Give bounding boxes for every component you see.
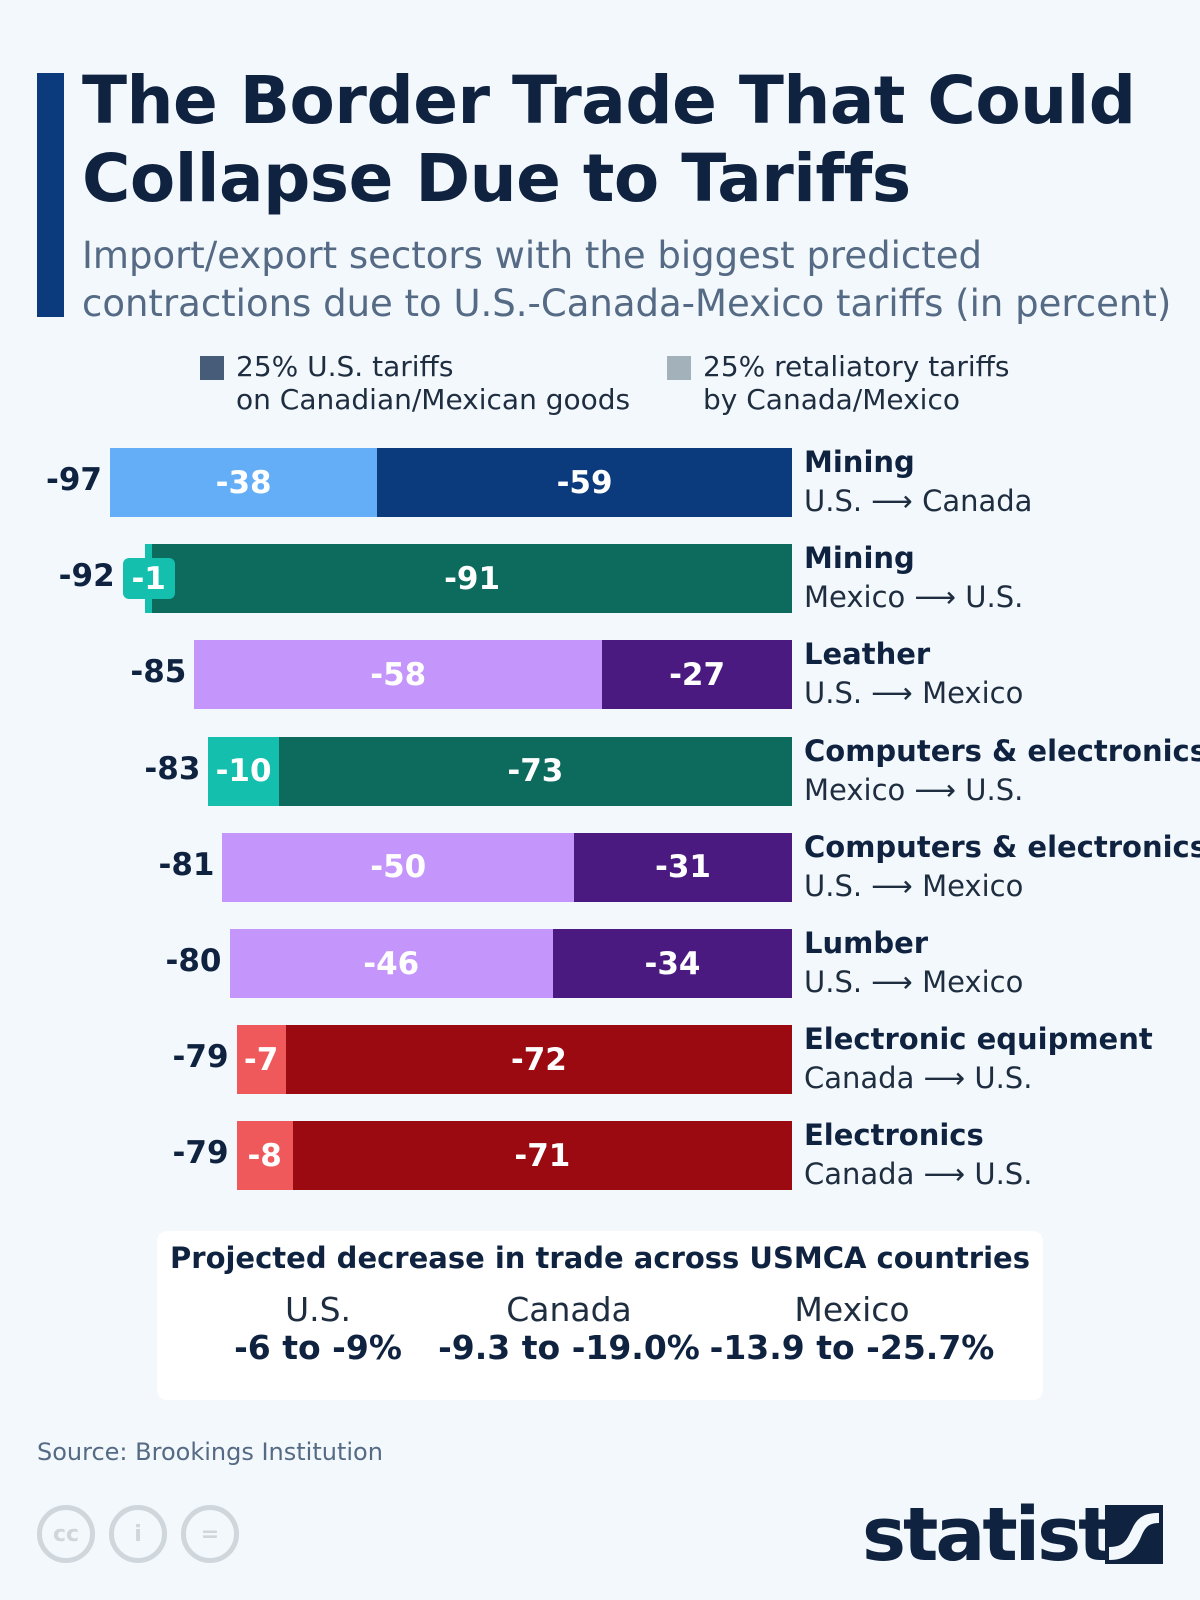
row-label: Lumber U.S. ⟶ Mexico (804, 924, 1023, 1002)
attribution-icon[interactable]: i (109, 1505, 167, 1563)
row-label: Electronic equipment Canada ⟶ U.S. (804, 1020, 1153, 1098)
summary-country: Canada (506, 1290, 632, 1329)
bar-segment-us-tariffs: -91 (152, 544, 792, 614)
trade-flow: Mexico ⟶ U.S. (804, 772, 1024, 807)
summary-canada: Canada -9.3 to -19.0% (419, 1291, 719, 1367)
bar-segment-retaliatory: -58 (194, 640, 603, 710)
title-accent-bar (37, 73, 64, 317)
row-label: Mining Mexico ⟶ U.S. (804, 539, 1023, 617)
cc-icon[interactable]: cc (37, 1505, 95, 1563)
bar-segment-retaliatory: -8 (236, 1121, 293, 1191)
trade-flow: U.S. ⟶ Canada (804, 484, 1033, 518)
bar-segment-retaliatory: -38 (110, 448, 378, 517)
sector-name: Computers & electronics (804, 829, 1200, 864)
summary-range: -6 to -9% (234, 1328, 402, 1367)
bar-segment-us-tariffs: -72 (285, 1025, 792, 1095)
trade-flow: Canada ⟶ U.S. (804, 1061, 1033, 1096)
chart-subtitle: Import/export sectors with the biggest p… (82, 234, 1172, 325)
summary-country: U.S. (284, 1290, 352, 1329)
source-note: Source: Brookings Institution (37, 1438, 383, 1466)
bar-segment-us-tariffs: -59 (377, 448, 792, 517)
chart-title: The Border Trade That Could Collapse Due… (82, 62, 1136, 217)
row-label: Computers & electronics U.S. ⟶ Mexico (804, 828, 1200, 906)
sector-name: Computers & electronics (804, 733, 1200, 768)
bar-total-label: -83 (144, 750, 201, 787)
bar-total-label: -97 (45, 462, 102, 498)
bar-segment-retaliatory: -50 (222, 832, 575, 902)
row-label: Leather U.S. ⟶ Mexico (804, 635, 1023, 713)
bar-segment-us-tariffs: -31 (574, 832, 792, 902)
statista-logo-mark (1105, 1505, 1163, 1564)
trade-flow: U.S. ⟶ Mexico (804, 676, 1024, 711)
bar-segment-retaliatory: -10 (208, 736, 279, 806)
summary-box: Projected decrease in trade across USMCA… (157, 1231, 1043, 1400)
summary-mexico: Mexico -13.9 to -25.7% (687, 1291, 1017, 1367)
trade-flow: U.S. ⟶ Mexico (804, 868, 1024, 903)
trade-flow: Mexico ⟶ U.S. (804, 580, 1024, 615)
row-label: Electronics Canada ⟶ U.S. (804, 1116, 1032, 1194)
bar-segment-us-tariffs: -73 (278, 736, 792, 806)
summary-range: -13.9 to -25.7% (709, 1328, 995, 1367)
legend-item-retaliatory-tariffs: 25% retaliatory tariffs by Canada/Mexico (667, 350, 1010, 416)
summary-range: -9.3 to -19.0% (438, 1328, 700, 1367)
stacked-bar-chart: -97 -59 -38 Mining U.S. ⟶ Canada -92 -91 -1 Mini… (0, 440, 1200, 1200)
bar-total-label: -85 (130, 654, 187, 691)
trade-flow: U.S. ⟶ Mexico (804, 965, 1024, 999)
row-label: Computers & electronics Mexico ⟶ U.S. (804, 732, 1200, 810)
legend-label: on Canadian/Mexican goods (236, 383, 631, 416)
legend-label: by Canada/Mexico (703, 383, 960, 416)
bar-total-label: -79 (172, 1135, 229, 1172)
bar-segment-retaliatory-label: -1 (122, 558, 175, 600)
sector-name: Leather (804, 637, 931, 672)
sector-name: Mining (804, 541, 915, 576)
legend-item-us-tariffs: 25% U.S. tariffs on Canadian/Mexican goo… (200, 350, 631, 416)
bar-total-label: -81 (158, 846, 215, 883)
bar-segment-us-tariffs: -27 (602, 640, 792, 710)
bar-segment-us-tariffs: -34 (552, 929, 792, 998)
sector-name: Lumber (804, 926, 929, 960)
trade-flow: Canada ⟶ U.S. (804, 1157, 1033, 1192)
bar-total-label: -79 (172, 1039, 229, 1076)
sector-name: Mining (804, 445, 915, 479)
legend-swatch (667, 356, 691, 380)
sector-name: Electronics (804, 1118, 984, 1153)
bar-total-label: -80 (165, 943, 222, 979)
legend-swatch (200, 356, 224, 380)
bar-segment-retaliatory: -7 (236, 1025, 286, 1095)
sector-name: Electronic equipment (804, 1022, 1153, 1057)
bar-segment-retaliatory: -46 (229, 929, 553, 998)
bar-total-label: -92 (58, 558, 115, 595)
summary-us: U.S. -6 to -9% (188, 1291, 448, 1367)
row-label: Mining U.S. ⟶ Canada (804, 443, 1032, 521)
no-derivatives-icon[interactable]: = (181, 1505, 239, 1563)
summary-country: Mexico (794, 1290, 910, 1329)
bar-segment-us-tariffs: -71 (292, 1121, 792, 1191)
summary-title: Projected decrease in trade across USMCA… (170, 1241, 1030, 1275)
legend-label: 25% U.S. tariffs (236, 350, 454, 383)
legend-label: 25% retaliatory tariffs (703, 350, 1010, 383)
